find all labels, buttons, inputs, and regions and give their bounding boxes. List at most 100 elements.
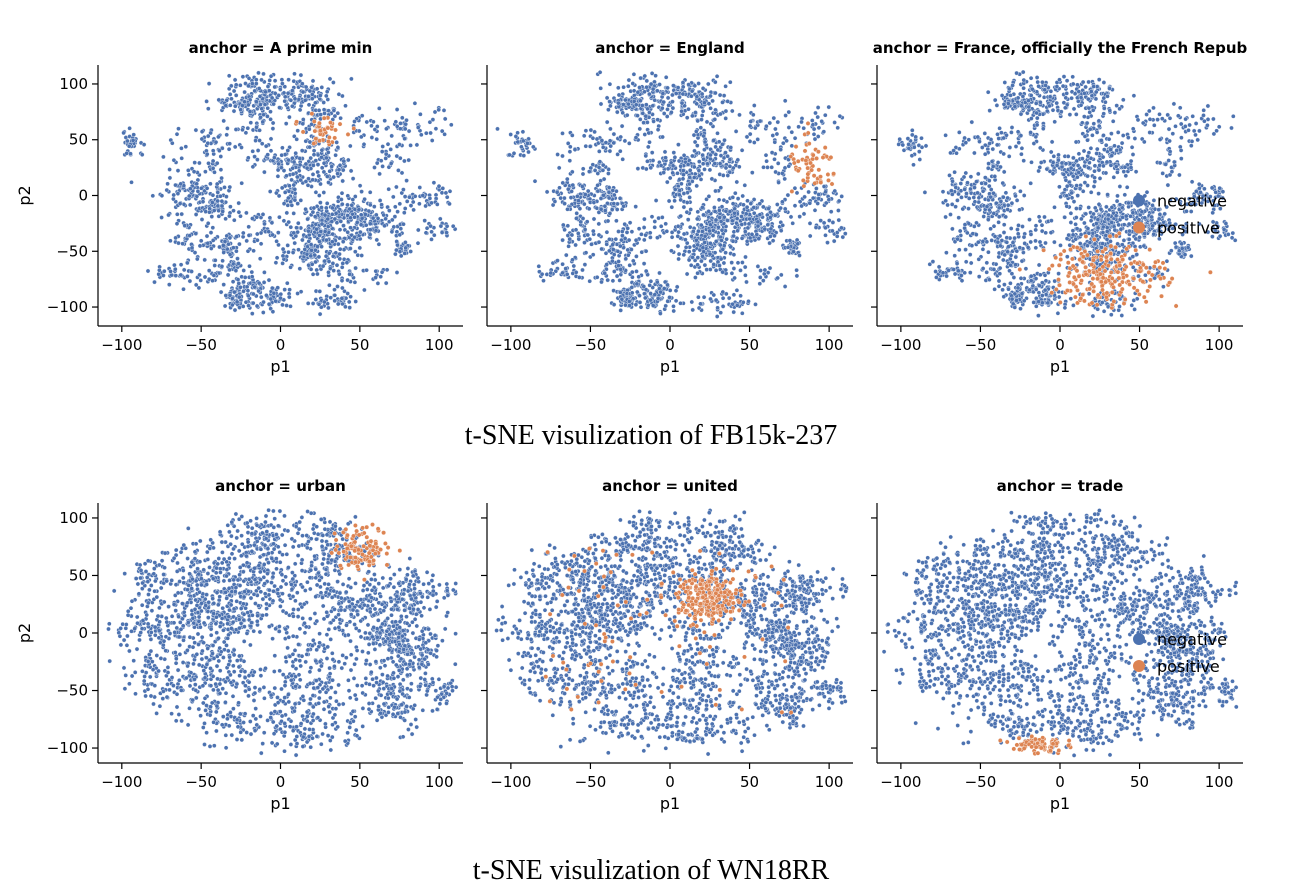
data-point-negative (691, 248, 697, 253)
data-point-negative (631, 88, 637, 94)
data-point-negative (229, 96, 234, 102)
data-point-negative (676, 256, 681, 262)
data-point-negative (717, 208, 722, 213)
data-point-negative (1226, 232, 1231, 237)
data-point-negative (603, 208, 608, 213)
data-point-negative (735, 228, 740, 234)
data-point-negative (625, 225, 631, 231)
data-point-negative (448, 122, 454, 128)
data-point-negative (299, 81, 305, 86)
data-point-negative (297, 156, 303, 161)
data-point-negative (233, 82, 239, 88)
data-point-negative (399, 170, 405, 176)
data-point-negative (315, 271, 320, 277)
data-point-negative (830, 220, 836, 225)
data-point-negative (595, 188, 601, 194)
data-point-negative (261, 71, 266, 77)
data-point-negative (218, 289, 224, 295)
data-point-negative (129, 179, 134, 185)
data-point-negative (794, 273, 800, 279)
data-point-negative (739, 235, 745, 241)
data-point-negative (321, 100, 327, 105)
data-point-negative (566, 186, 571, 192)
data-point-positive (788, 154, 794, 159)
data-point-negative (594, 205, 600, 211)
data-point-negative (653, 198, 659, 203)
data-point-negative (307, 139, 313, 145)
data-point-negative (650, 86, 656, 92)
data-point-negative (788, 214, 794, 220)
data-point-negative (758, 268, 763, 273)
data-point-negative (787, 238, 793, 243)
data-point-negative (321, 160, 327, 166)
data-point-negative (216, 213, 222, 219)
data-point-negative (1190, 114, 1195, 119)
data-point-negative (626, 237, 632, 243)
data-point-negative (620, 229, 625, 234)
data-point-negative (680, 91, 686, 97)
data-point-negative (796, 124, 801, 130)
data-point-negative (253, 81, 259, 86)
data-point-negative (525, 141, 530, 146)
data-point-negative (1061, 100, 1067, 105)
data-point-negative (1092, 163, 1098, 169)
data-point-negative (382, 223, 387, 229)
data-point-negative (775, 119, 781, 125)
data-point-positive (313, 136, 319, 142)
data-point-negative (775, 275, 781, 281)
data-point-negative (1155, 117, 1160, 122)
data-point-negative (519, 144, 524, 150)
data-point-negative (696, 81, 701, 86)
data-point-negative (565, 223, 571, 229)
data-point-negative (1051, 153, 1057, 159)
data-point-negative (721, 197, 727, 203)
data-point-negative (1054, 84, 1060, 89)
data-point-negative (197, 160, 202, 166)
data-point-negative (331, 268, 337, 273)
data-point-negative (695, 270, 700, 276)
data-point-negative (689, 233, 694, 239)
data-point-negative (313, 189, 319, 195)
data-point-negative (268, 136, 274, 142)
data-point-negative (633, 302, 639, 308)
data-point-negative (373, 228, 379, 233)
data-point-negative (722, 137, 727, 143)
data-point-negative (772, 156, 777, 162)
data-point-negative (255, 237, 260, 243)
data-point-negative (607, 99, 612, 104)
data-point-negative (1133, 169, 1139, 174)
data-point-negative (1209, 185, 1215, 191)
data-point-negative (744, 279, 749, 285)
data-point-negative (1079, 216, 1084, 222)
data-point-negative (806, 189, 811, 195)
data-point-negative (1048, 149, 1054, 155)
data-point-negative (322, 212, 328, 218)
data-point-negative (1056, 157, 1061, 163)
data-point-negative (670, 163, 676, 169)
data-point-negative (700, 245, 706, 251)
data-point-negative (686, 249, 692, 254)
data-point-negative (731, 266, 737, 271)
data-point-negative (1078, 232, 1084, 237)
data-point-negative (677, 94, 682, 100)
data-point-negative (991, 267, 997, 272)
data-point-negative (175, 168, 181, 173)
data-point-negative (1047, 94, 1053, 100)
data-point-negative (741, 299, 746, 305)
data-point-negative (1050, 160, 1056, 165)
data-point-negative (684, 115, 690, 120)
data-point-negative (404, 117, 409, 123)
data-point-negative (706, 101, 712, 106)
data-point-negative (221, 282, 226, 287)
data-point-negative (648, 297, 653, 303)
data-point-negative (364, 267, 369, 273)
data-point-negative (618, 266, 624, 272)
data-point-negative (622, 221, 628, 227)
y-tick-label: −50 (56, 242, 88, 260)
data-point-negative (267, 215, 273, 221)
data-point-negative (255, 148, 261, 153)
data-point-negative (187, 278, 193, 284)
data-point-negative (560, 237, 565, 243)
data-point-negative (590, 252, 596, 257)
y-tick-label: 100 (59, 75, 88, 93)
